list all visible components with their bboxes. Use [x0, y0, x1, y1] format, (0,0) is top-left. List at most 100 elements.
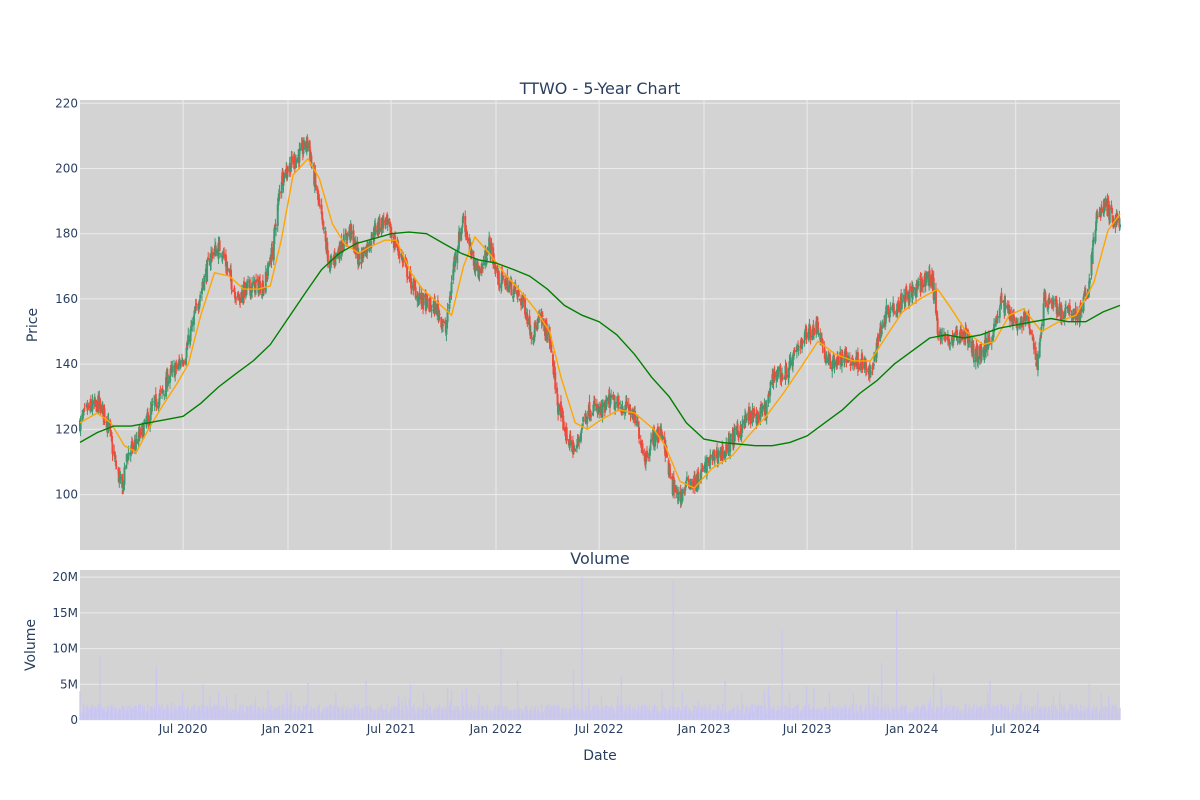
candle-up: [505, 281, 508, 286]
candle-up: [362, 248, 365, 257]
volume-bar: [368, 704, 371, 720]
candle-up: [917, 280, 920, 286]
volume-bar: [722, 703, 724, 720]
candle-up: [681, 491, 684, 494]
candle-down: [780, 378, 783, 382]
candle-down: [234, 291, 237, 299]
candle-up: [1036, 354, 1039, 371]
candle-down: [660, 428, 663, 435]
candle-down: [414, 286, 417, 288]
candle-up: [720, 448, 723, 455]
volume-bar: [658, 710, 660, 720]
candle-up: [777, 367, 780, 372]
candle-up: [190, 325, 193, 332]
price-tick-label: 160: [55, 292, 78, 306]
candle-up: [729, 439, 732, 453]
candle-down: [641, 443, 644, 449]
candle-up: [546, 334, 549, 342]
candle-down: [182, 362, 185, 364]
candle-up: [386, 219, 389, 224]
volume-bar: [786, 705, 788, 720]
candle-down: [279, 191, 282, 193]
candle-down: [466, 237, 469, 241]
candle-up: [296, 157, 299, 162]
candle-down: [549, 336, 552, 344]
volume-bar: [981, 704, 983, 720]
candle-down: [921, 279, 924, 288]
candle-up: [839, 352, 842, 366]
volume-bar: [961, 713, 963, 720]
volume-tick-label: 5M: [60, 677, 78, 691]
candle-up: [127, 452, 130, 461]
volume-bar: [1111, 704, 1114, 720]
candle-up: [201, 285, 204, 287]
candle-up: [704, 462, 707, 469]
volume-bar: [323, 706, 325, 720]
volume-bar: [989, 680, 991, 720]
candle-up: [685, 476, 688, 481]
candle-up: [969, 340, 972, 343]
volume-bar: [423, 692, 425, 720]
candle-up: [605, 402, 608, 407]
volume-bar: [181, 691, 184, 720]
candle-down: [566, 439, 569, 441]
candle-down: [526, 314, 529, 325]
candle-down: [99, 403, 102, 413]
candle-down: [919, 278, 922, 293]
volume-bar: [682, 710, 684, 720]
volume-bar: [622, 713, 624, 720]
chart-title: TTWO - 5-Year Chart: [519, 79, 681, 98]
candle-down: [308, 140, 311, 153]
volume-bar: [582, 709, 584, 720]
candle-down: [309, 149, 312, 162]
candle-up: [922, 284, 925, 287]
candle-up: [672, 480, 675, 496]
candle-down: [821, 339, 824, 347]
candle-down: [281, 171, 284, 184]
candle-down: [934, 288, 937, 314]
candle-down: [285, 166, 288, 175]
volume-bar: [474, 705, 477, 720]
volume-bar: [263, 712, 265, 720]
candle-up: [268, 261, 271, 266]
candle-down: [707, 457, 710, 463]
candle-down: [972, 344, 975, 360]
candle-up: [422, 293, 425, 306]
volume-bar: [281, 704, 283, 720]
volume-bar: [399, 710, 401, 720]
candle-down: [103, 408, 106, 421]
candle-down: [155, 398, 158, 408]
volume-bar: [758, 704, 760, 720]
candle-down: [947, 335, 950, 339]
candle-down: [1111, 215, 1114, 223]
candle-down: [340, 240, 343, 254]
candle-up: [949, 341, 952, 344]
candle-down: [907, 292, 910, 300]
candle-down: [912, 287, 915, 292]
volume-bar: [1037, 691, 1039, 720]
candle-up: [199, 294, 202, 299]
candle-down: [321, 211, 324, 220]
volume-bar: [127, 712, 130, 720]
price-tick-label: 200: [55, 161, 78, 175]
candle-down: [562, 415, 565, 430]
volume-bar: [506, 706, 508, 720]
candle-up: [366, 241, 369, 251]
candle-down: [524, 299, 527, 315]
candle-down: [528, 316, 531, 330]
candle-down: [928, 270, 931, 278]
volume-bar: [767, 686, 769, 720]
candle-up: [733, 428, 736, 442]
candle-down: [808, 325, 811, 332]
candle-up: [508, 283, 511, 285]
candle-down: [561, 410, 564, 417]
candle-up: [925, 272, 928, 283]
candle-down: [951, 336, 954, 342]
candle-down: [626, 401, 629, 406]
candle-up: [101, 405, 104, 413]
candle-up: [234, 298, 237, 302]
candle-down: [529, 327, 532, 336]
candle-down: [490, 242, 493, 250]
candle-down: [1084, 290, 1087, 293]
candle-up: [759, 407, 762, 420]
